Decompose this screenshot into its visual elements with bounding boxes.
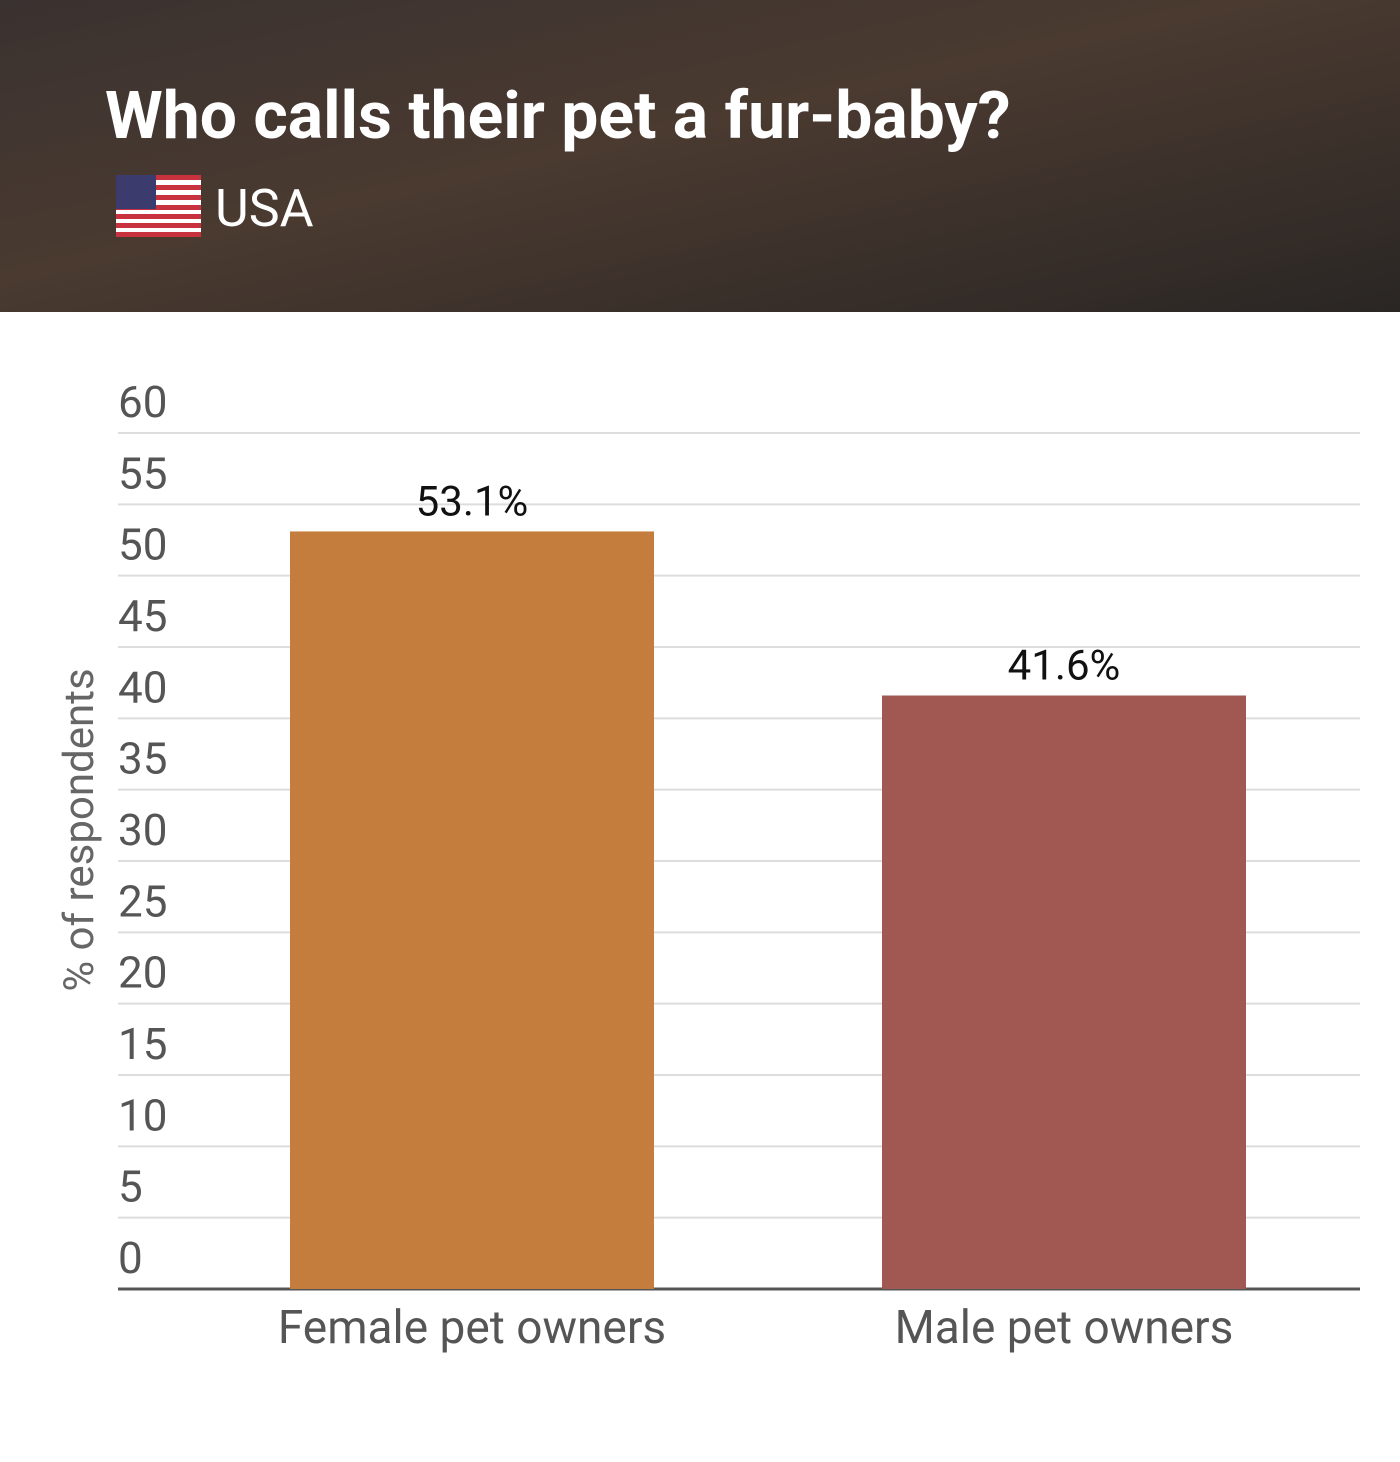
- header-background: [0, 0, 1400, 312]
- x-tick-label: Male pet owners: [895, 1301, 1234, 1355]
- y-tick-label: 25: [118, 875, 167, 927]
- y-tick-label: 40: [118, 661, 167, 713]
- y-tick-label: 20: [118, 947, 167, 999]
- y-tick-label: 10: [118, 1089, 167, 1141]
- y-tick-label: 55: [118, 447, 167, 499]
- y-tick-label: 45: [118, 590, 167, 642]
- y-tick-label: 50: [118, 519, 167, 571]
- y-tick-label: 5: [118, 1161, 143, 1213]
- usa-flag: [116, 175, 201, 237]
- x-tick-label: Female pet owners: [278, 1301, 666, 1355]
- y-tick-label: 0: [118, 1232, 143, 1284]
- y-tick-label: 35: [118, 733, 167, 785]
- chart-title: Who calls their pet a fur-baby?: [105, 78, 1011, 155]
- bar: [290, 531, 654, 1289]
- y-axis-label: % of respondents: [55, 668, 104, 991]
- bar: [882, 695, 1246, 1289]
- y-tick-label: 60: [118, 376, 167, 428]
- chart-subtitle: USA: [215, 178, 314, 239]
- value-label: 53.1%: [416, 477, 529, 526]
- y-tick-label: 15: [118, 1018, 167, 1070]
- y-tick-label: 30: [118, 804, 167, 856]
- value-label: 41.6%: [1008, 642, 1121, 691]
